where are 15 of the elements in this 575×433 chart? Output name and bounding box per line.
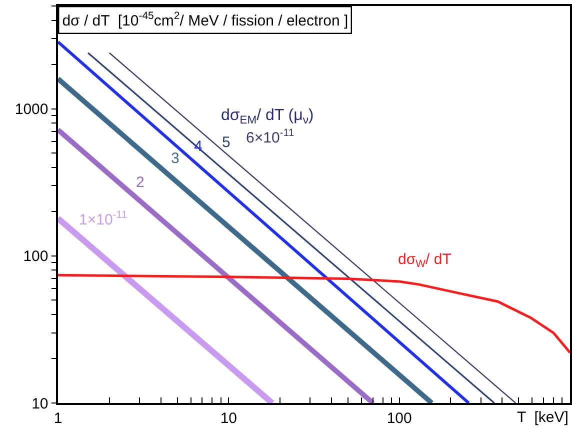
series-label: 3 [171, 150, 180, 167]
annotation: dσ$_{EM}$/ dT (μ$_{ν}$) [221, 107, 314, 126]
x-tick-label: 1 [54, 410, 62, 427]
series-label: 1×10$^{-11}$ [79, 209, 128, 228]
x-tick-label: 10 [220, 410, 238, 427]
series-label: dσ$_{W}$/ dT [398, 251, 452, 270]
chart-title: dσ / dT [10$^{-45}$cm$^{2}$/ MeV / fission / electron ] [62, 10, 348, 30]
series-label: 5 [222, 134, 230, 151]
series-label: 2 [136, 174, 144, 191]
y-tick-label: 100 [23, 248, 48, 266]
x-tick-label: 100 [386, 410, 412, 427]
y-tick-label: 10 [32, 395, 48, 412]
y-tick-label: 1000 [14, 101, 48, 118]
x-axis-title: T [keV] [517, 409, 568, 426]
series-label: 6×10$^{-11}$ [246, 127, 294, 146]
